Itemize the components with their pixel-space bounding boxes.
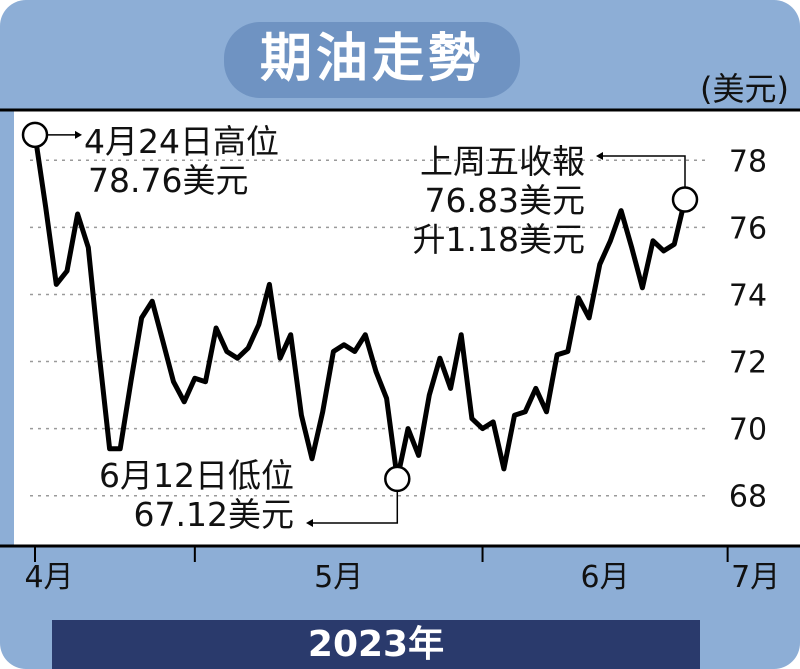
x-tick-label: 6月 — [581, 560, 630, 595]
highlight-marker — [384, 465, 411, 493]
y-axis-unit: (美元) — [700, 70, 789, 108]
x-axis-ticks: 4月 5月 6月 7月 — [24, 546, 780, 595]
high-annotation-line-2: 78.76美元 — [88, 161, 249, 200]
oil-price-line — [32, 134, 688, 482]
low-annotation-line-1: 6月12日低位 — [99, 456, 294, 495]
y-tick-label: 76 — [729, 211, 767, 246]
grid-lines — [30, 159, 705, 497]
y-axis-ticks: 68 70 72 74 76 78 — [729, 144, 767, 514]
y-tick-label: 78 — [729, 144, 767, 179]
x-tick-label: 4月 — [24, 560, 73, 595]
arrow-head — [306, 519, 313, 527]
y-tick-label: 68 — [729, 480, 767, 515]
last-close-line-1: 上周五收報 — [420, 142, 585, 181]
chart-title: 期油走勢 — [259, 29, 484, 89]
last-close-line-3: 升1.18美元 — [412, 220, 585, 259]
highlight-marker — [671, 186, 699, 213]
low-annotation: 6月12日低位 67.12美元 — [99, 456, 294, 534]
last-close-arrow-line — [600, 155, 686, 188]
high-annotation-line-1: 4月24日高位 — [84, 122, 279, 161]
arrow-head — [75, 130, 82, 139]
year-banner — [52, 620, 700, 669]
high-annotation: 4月24日高位 78.76美元 — [84, 122, 279, 200]
x-tick-label: 7月 — [731, 560, 780, 595]
y-tick-label: 72 — [729, 346, 767, 381]
highlight-markers — [21, 121, 699, 493]
last-close-line-2: 76.83美元 — [424, 181, 585, 220]
last-close-annotation: 上周五收報 76.83美元 升1.18美元 — [413, 142, 585, 259]
low-arrow-line — [310, 490, 399, 524]
title-background — [224, 22, 520, 98]
arrow-head — [596, 152, 603, 160]
low-annotation-line-2: 67.12美元 — [133, 495, 294, 534]
year-label: 2023年 — [307, 624, 445, 665]
x-tick-label: 5月 — [314, 560, 363, 595]
annotation-arrows — [47, 130, 686, 527]
y-tick-label: 70 — [729, 413, 767, 448]
highlight-marker — [21, 121, 49, 149]
y-tick-label: 74 — [729, 278, 767, 313]
